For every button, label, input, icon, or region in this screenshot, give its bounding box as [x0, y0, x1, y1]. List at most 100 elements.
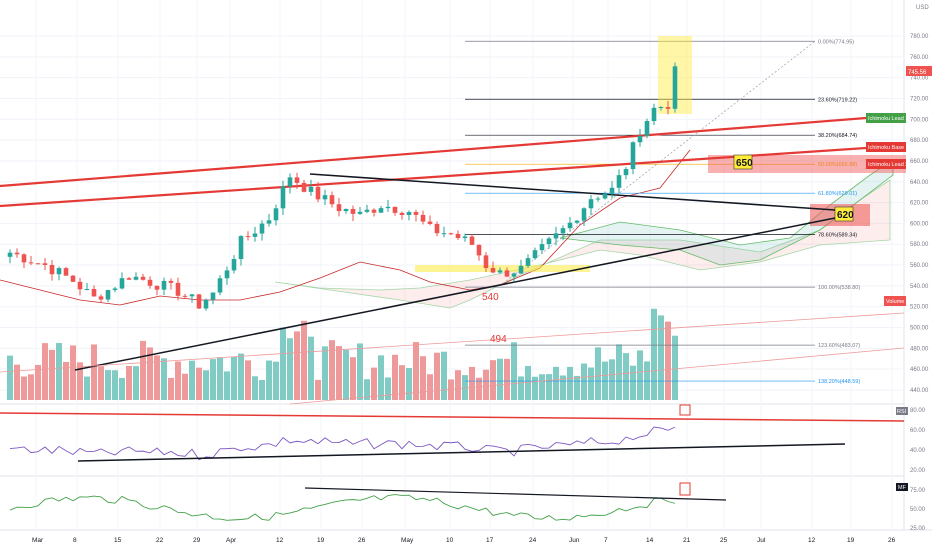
- candle-body: [553, 233, 559, 239]
- volume-bar: [266, 360, 272, 400]
- candle-body: [294, 177, 300, 183]
- volume-bar: [315, 379, 321, 400]
- candlesticks[interactable]: [7, 62, 678, 311]
- mf-tag-label: MF: [898, 485, 907, 491]
- volume-bar: [154, 355, 160, 400]
- candle-body: [126, 278, 132, 280]
- mf-tag: [896, 483, 908, 491]
- volume-bar: [343, 349, 349, 400]
- time-tick: Jul: [757, 537, 766, 544]
- candle-body: [189, 294, 195, 297]
- candle-body: [371, 209, 377, 213]
- fib-trend-line: [499, 40, 816, 287]
- resistance-trendline: [0, 116, 867, 188]
- volume-bar: [161, 358, 167, 400]
- volume-bar: [462, 375, 468, 400]
- time-tick: 26: [888, 537, 896, 544]
- volume-bar: [105, 370, 111, 400]
- ichimoku-lead2-label: Ichimoku Lead 2: [868, 162, 908, 168]
- volume-bar: [182, 373, 188, 400]
- volume-bar: [77, 362, 83, 400]
- volume-bar: [644, 361, 650, 400]
- volume-bar: [168, 377, 174, 400]
- volume-bar: [539, 374, 545, 400]
- fib-level-label: 23.60%(719.22): [818, 97, 857, 103]
- volume-bar: [441, 351, 447, 400]
- volume-bar: [553, 366, 559, 400]
- candle-body: [35, 263, 41, 265]
- ascending-trendline: [74, 217, 836, 371]
- candle-body: [343, 208, 349, 212]
- label-540: 540: [482, 292, 499, 303]
- candle-body: [595, 198, 601, 200]
- candle-body: [98, 296, 104, 300]
- price-tick: 780.00: [910, 34, 929, 40]
- volume-bar: [84, 376, 90, 400]
- candle-body: [238, 236, 244, 260]
- candle-body: [56, 268, 62, 275]
- volume-bar: [133, 366, 139, 400]
- price-tick: 500.00: [910, 326, 929, 332]
- candle-body: [28, 262, 34, 264]
- time-tick: 26: [358, 537, 366, 544]
- volume-bar: [546, 374, 552, 400]
- candle-body: [336, 204, 342, 212]
- label-650: 650: [736, 158, 753, 169]
- candle-body: [287, 177, 293, 187]
- volume-bar: [147, 347, 153, 400]
- candle-body: [273, 208, 279, 221]
- trend-lines[interactable]: [0, 116, 905, 405]
- time-tick: Mar: [32, 537, 44, 544]
- label-494: 494: [490, 334, 507, 345]
- candle-body: [504, 270, 510, 277]
- candle-body: [413, 212, 419, 215]
- candle-body: [175, 282, 181, 296]
- label-620: 620: [837, 210, 854, 221]
- time-tick: 14: [646, 537, 654, 544]
- ichimoku-lead1-tag: [866, 113, 906, 123]
- candle-body: [84, 288, 90, 290]
- candle-body: [567, 222, 573, 229]
- time-tick: 17: [486, 537, 494, 544]
- volume-bar: [196, 367, 202, 400]
- candle-body: [210, 292, 216, 300]
- candle-body: [329, 195, 335, 205]
- volume-bar: [427, 374, 433, 400]
- time-tick: 10: [446, 537, 454, 544]
- volume-bar: [525, 365, 531, 400]
- mf-marker: [679, 482, 691, 496]
- axes: 780.00760.00740.00720.00700.00680.00660.…: [32, 34, 929, 544]
- candle-body: [161, 280, 167, 290]
- rsi-tick: 40.00: [910, 448, 926, 454]
- volume-bar: [273, 361, 279, 400]
- candle-body: [630, 142, 636, 170]
- volume-bar: [574, 375, 580, 400]
- volume-bar: [371, 367, 377, 400]
- candle-body: [609, 187, 615, 194]
- price-tick: 540.00: [910, 284, 929, 290]
- volume-bar: [364, 379, 370, 400]
- channel-line: [289, 347, 905, 405]
- candle-body: [357, 211, 363, 214]
- volume-bar: [581, 363, 587, 400]
- fib-level-label: 61.80%(629.01): [818, 191, 857, 197]
- volume-bar: [378, 355, 384, 400]
- price-tick: 760.00: [910, 55, 929, 61]
- time-tick: 25: [720, 537, 728, 544]
- candle-body: [70, 275, 76, 282]
- candle-body: [637, 135, 643, 143]
- volume-bar: [308, 336, 314, 400]
- volume-bar: [231, 356, 237, 400]
- volume-bar: [490, 360, 496, 400]
- price-tick: 460.00: [910, 367, 929, 373]
- volume-bar: [210, 359, 216, 400]
- rsi-line: [9, 426, 676, 461]
- fib-level-label: 78.60%(589.34): [818, 233, 857, 239]
- candle-body: [420, 214, 426, 222]
- candle-body: [427, 221, 433, 224]
- candle-body: [546, 238, 552, 245]
- fib-level-label: 138.20%(448.59): [818, 379, 860, 385]
- candle-body: [322, 195, 328, 200]
- volume-bar: [294, 331, 300, 400]
